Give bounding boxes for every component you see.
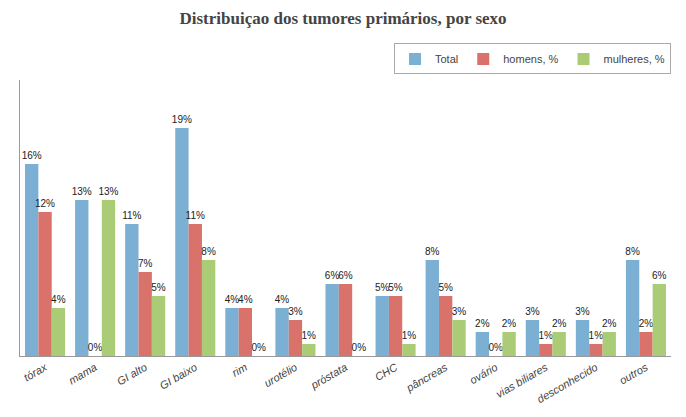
svg-text:3%: 3%: [525, 306, 540, 317]
svg-text:1%: 1%: [402, 330, 417, 341]
svg-text:GI baixo: GI baixo: [158, 361, 199, 392]
svg-text:0%: 0%: [88, 342, 103, 353]
svg-text:4%: 4%: [275, 294, 290, 305]
svg-text:próstata: próstata: [308, 361, 349, 392]
svg-text:13%: 13%: [98, 186, 118, 197]
svg-text:6%: 6%: [338, 270, 353, 281]
svg-text:3%: 3%: [575, 306, 590, 317]
svg-text:0%: 0%: [488, 342, 503, 353]
svg-text:3%: 3%: [288, 306, 303, 317]
svg-text:outros: outros: [617, 361, 650, 387]
svg-text:Total: Total: [435, 53, 458, 65]
svg-text:mama: mama: [66, 361, 98, 387]
svg-text:CHC: CHC: [373, 361, 400, 383]
svg-text:5%: 5%: [388, 282, 403, 293]
svg-text:13%: 13%: [72, 186, 92, 197]
svg-text:ovário: ovário: [468, 361, 500, 386]
svg-text:8%: 8%: [625, 246, 640, 257]
svg-text:8%: 8%: [425, 246, 440, 257]
svg-text:2%: 2%: [552, 318, 567, 329]
svg-text:vias biliares: vias biliares: [494, 361, 550, 400]
svg-text:11%: 11%: [122, 210, 141, 221]
svg-text:2%: 2%: [502, 318, 517, 329]
svg-text:1%: 1%: [539, 330, 554, 341]
svg-text:6%: 6%: [325, 270, 340, 281]
svg-text:7%: 7%: [138, 258, 153, 269]
svg-text:rim: rim: [230, 361, 249, 379]
svg-text:0%: 0%: [251, 342, 266, 353]
svg-text:2%: 2%: [602, 318, 617, 329]
svg-text:16%: 16%: [22, 150, 42, 161]
svg-text:11%: 11%: [186, 210, 205, 221]
svg-text:pâncreas: pâncreas: [403, 361, 449, 395]
svg-text:12%: 12%: [35, 198, 55, 209]
svg-text:3%: 3%: [452, 306, 467, 317]
svg-text:5%: 5%: [438, 282, 453, 293]
svg-text:1%: 1%: [589, 330, 604, 341]
svg-text:urotélio: urotélio: [262, 361, 299, 389]
svg-text:2%: 2%: [639, 318, 654, 329]
svg-text:0%: 0%: [352, 342, 367, 353]
svg-text:Distribuiçao dos tumores primá: Distribuiçao dos tumores primários, por …: [179, 9, 506, 28]
svg-text:5%: 5%: [151, 282, 166, 293]
svg-text:GI alto: GI alto: [115, 361, 149, 388]
svg-text:8%: 8%: [201, 246, 216, 257]
svg-text:2%: 2%: [475, 318, 490, 329]
svg-text:4%: 4%: [238, 294, 253, 305]
svg-text:desconhecido: desconhecido: [535, 361, 600, 405]
svg-text:4%: 4%: [225, 294, 240, 305]
svg-text:4%: 4%: [51, 294, 66, 305]
svg-text:1%: 1%: [301, 330, 316, 341]
svg-text:6%: 6%: [652, 270, 667, 281]
svg-text:5%: 5%: [375, 282, 390, 293]
svg-text:homens, %: homens, %: [503, 53, 558, 65]
svg-text:mulheres, %: mulheres, %: [603, 53, 664, 65]
svg-text:tórax: tórax: [22, 361, 50, 384]
svg-text:19%: 19%: [172, 114, 192, 125]
